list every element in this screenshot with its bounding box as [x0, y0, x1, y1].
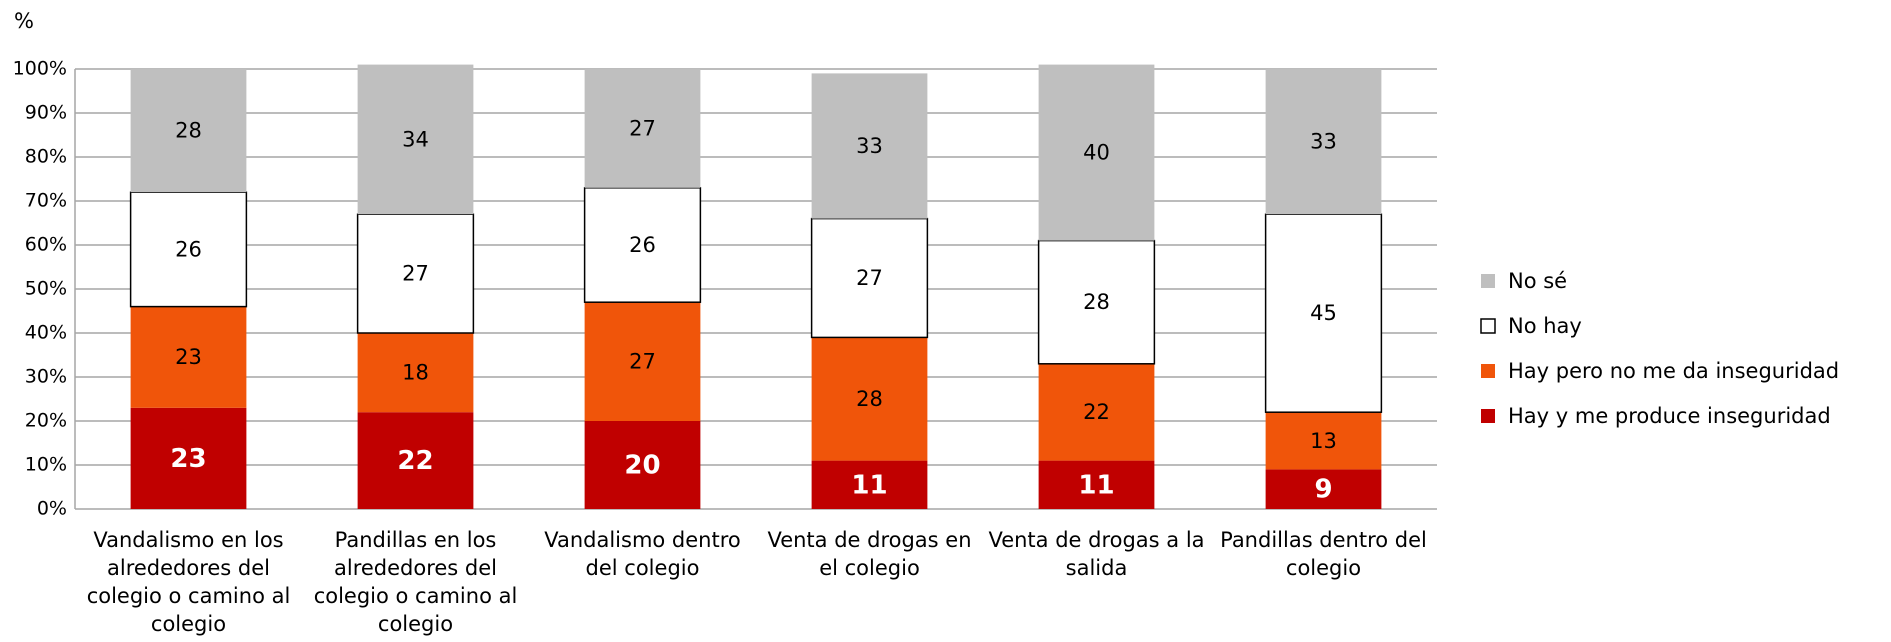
- bar-segment: [357, 333, 474, 413]
- bar-segment: [1038, 363, 1155, 461]
- y-tick-label: 50%: [25, 278, 67, 300]
- bar-segment: [810, 217, 929, 339]
- data-label: 27: [629, 116, 656, 140]
- bar-segment: [129, 191, 248, 308]
- bar-segment: [811, 460, 928, 509]
- legend-label: No sé: [1508, 269, 1567, 293]
- bar-segment: [584, 421, 701, 509]
- bar-segment: [130, 306, 247, 408]
- y-tick-label: 90%: [25, 102, 67, 124]
- data-label: 23: [170, 444, 206, 474]
- y-unit: %: [14, 9, 34, 33]
- bar-segment: [583, 187, 702, 303]
- bar-segment: [811, 73, 928, 219]
- bar-segment: [584, 69, 701, 188]
- bar-segment: [1037, 239, 1156, 365]
- bar-segment: [1038, 64, 1155, 241]
- x-tick-label: Venta de drogas a la salida: [988, 528, 1205, 580]
- y-tick-label: 10%: [25, 454, 67, 476]
- data-label: 22: [1083, 400, 1110, 424]
- legend-swatch: [1481, 274, 1495, 288]
- legend-swatch: [1481, 409, 1495, 423]
- bar-segment: [811, 337, 928, 461]
- data-label: 22: [397, 446, 433, 476]
- legend-swatch: [1480, 318, 1496, 334]
- data-label: 45: [1310, 301, 1337, 325]
- data-label: 26: [175, 237, 202, 261]
- data-label: 23: [175, 345, 202, 369]
- y-tick-label: 0%: [37, 498, 67, 520]
- data-label: 33: [856, 134, 883, 158]
- y-tick-label: 70%: [25, 190, 67, 212]
- bar-segment: [130, 69, 247, 193]
- bar-segment: [1265, 469, 1382, 509]
- y-tick-label: 60%: [25, 234, 67, 256]
- data-label: 27: [856, 266, 883, 290]
- legend-label: Hay y me produce inseguridad: [1508, 404, 1831, 428]
- data-label: 33: [1310, 130, 1337, 154]
- data-label: 40: [1083, 141, 1110, 165]
- data-label: 28: [856, 387, 883, 411]
- data-label: 11: [1078, 470, 1114, 500]
- data-label: 27: [629, 350, 656, 374]
- data-label: 18: [402, 361, 429, 385]
- bar-segment: [130, 407, 247, 509]
- data-label: 27: [402, 262, 429, 286]
- data-label: 11: [851, 470, 887, 500]
- data-label: 34: [402, 127, 429, 151]
- legend-label: No hay: [1508, 314, 1582, 338]
- bar-segment: [356, 213, 475, 334]
- y-tick-label: 40%: [25, 322, 67, 344]
- legend-label: Hay pero no me da inseguridad: [1508, 359, 1839, 383]
- bar-segment: [1038, 460, 1155, 509]
- x-tick-label: Pandillas en los alrededores del colegio…: [313, 528, 518, 636]
- data-label: 28: [175, 119, 202, 143]
- x-tick-label: Pandillas dentro del colegio: [1220, 528, 1427, 580]
- bar-segment: [1264, 213, 1383, 413]
- data-label: 20: [624, 451, 660, 481]
- data-label: 28: [1083, 290, 1110, 314]
- data-label: 13: [1310, 429, 1337, 453]
- bar-segment: [357, 64, 474, 215]
- data-label: 26: [629, 233, 656, 257]
- legend-swatch: [1481, 364, 1495, 378]
- x-tick-label: Venta de drogas en el colegio: [767, 528, 972, 580]
- y-tick-label: 20%: [25, 410, 67, 432]
- x-tick-label: Vandalismo dentro del colegio: [544, 528, 741, 580]
- bar-segment: [584, 302, 701, 421]
- y-tick-label: 30%: [25, 366, 67, 388]
- bar-segment: [1265, 412, 1382, 470]
- x-tick-label: Vandalismo en los alrededores del colegi…: [86, 528, 291, 636]
- bar-segment: [357, 412, 474, 509]
- y-tick-label: 100%: [13, 58, 67, 80]
- y-tick-label: 80%: [25, 146, 67, 168]
- bar-segment: [1265, 69, 1382, 215]
- data-label: 9: [1314, 475, 1332, 505]
